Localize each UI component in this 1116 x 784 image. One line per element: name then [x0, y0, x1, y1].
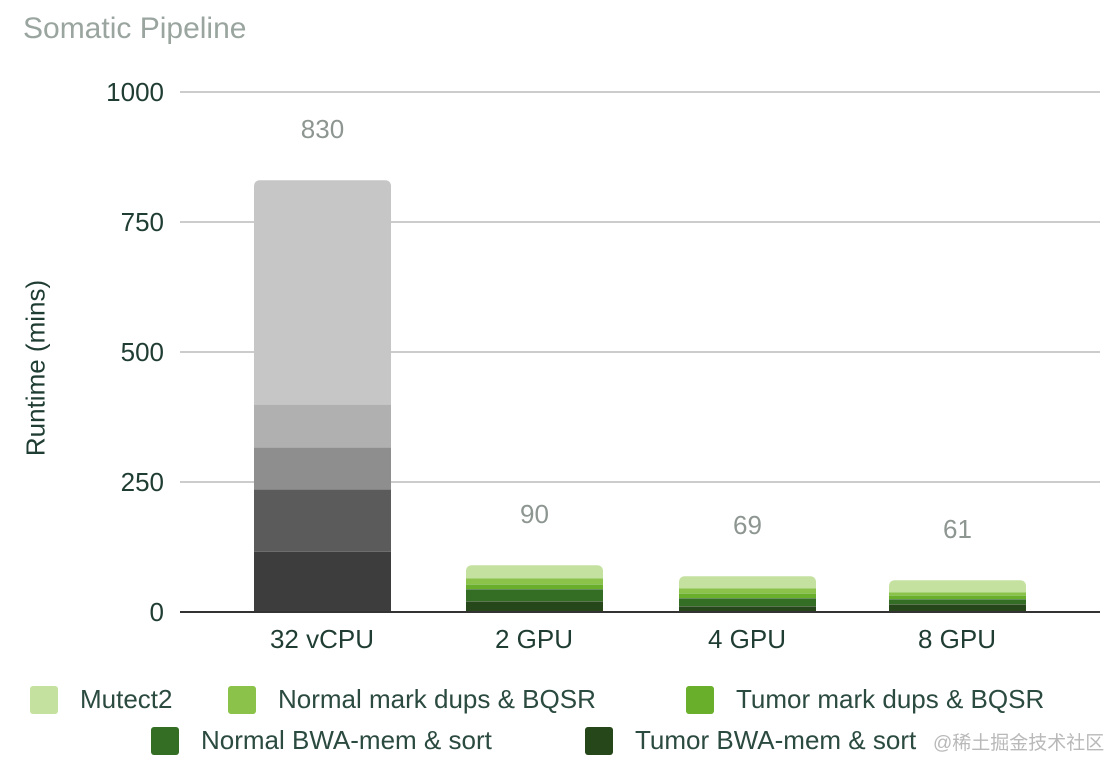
legend-label: Tumor BWA-mem & sort [635, 725, 917, 755]
bar-segment[interactable] [466, 565, 603, 578]
y-tick-500: 500 [120, 337, 164, 367]
bar-segment[interactable] [254, 551, 391, 612]
legend-label: Tumor mark dups & BQSR [736, 684, 1045, 714]
legend-swatch-icon [686, 685, 714, 714]
y-tick-750: 750 [120, 207, 164, 237]
legend-label: Normal BWA-mem & sort [201, 725, 492, 755]
bar-segment[interactable] [466, 589, 603, 602]
bar-segment[interactable] [466, 577, 603, 584]
legend-item-normal-mark-dups[interactable]: Normal mark dups & BQSR [228, 684, 596, 715]
bar-segment[interactable] [679, 576, 816, 589]
y-tick-250: 250 [120, 467, 164, 497]
bar-2-gpu[interactable] [466, 565, 603, 612]
legend-item-tumor-mark-dups[interactable]: Tumor mark dups & BQSR [686, 684, 1044, 715]
bar-segment[interactable] [466, 601, 603, 612]
y-tick-0: 0 [149, 597, 164, 627]
legend-label: Normal mark dups & BQSR [278, 684, 596, 714]
gridline-1000 [180, 91, 1100, 93]
bar-4-gpu[interactable] [679, 576, 816, 612]
legend-item-mutect2[interactable]: Mutect2 [30, 684, 173, 715]
legend-item-tumor-bwa[interactable]: Tumor BWA-mem & sort [585, 725, 916, 756]
bar-segment[interactable] [254, 446, 391, 489]
legend-swatch-icon [585, 726, 613, 755]
chart-title: Somatic Pipeline [23, 12, 247, 45]
x-tick-32-vcpu: 32 vCPU [269, 624, 375, 654]
x-tick-4-gpu: 4 GPU [707, 624, 787, 654]
gridline-250 [180, 481, 1100, 483]
legend-swatch-icon [228, 685, 256, 714]
bar-segment[interactable] [466, 583, 603, 590]
watermark: @稀土掘金技术社区 [933, 733, 1105, 754]
legend-swatch-icon [30, 685, 58, 714]
bar-segment[interactable] [889, 594, 1026, 599]
bar-32-vcpu[interactable] [254, 180, 391, 612]
bar-segment[interactable] [679, 592, 816, 598]
legend-label: Mutect2 [80, 684, 173, 714]
bar-segment[interactable] [254, 180, 391, 405]
bar-segment[interactable] [254, 404, 391, 447]
legend-item-normal-bwa[interactable]: Normal BWA-mem & sort [151, 725, 492, 756]
bar-segment[interactable] [679, 597, 816, 606]
y-tick-1000: 1000 [106, 77, 164, 107]
total-label-32-vcpu: 830 [300, 114, 345, 145]
x-tick-2-gpu: 2 GPU [494, 624, 574, 654]
total-label-4-gpu: 69 [733, 510, 762, 541]
bar-segment[interactable] [679, 588, 816, 593]
bar-segment[interactable] [254, 488, 391, 552]
total-label-2-gpu: 90 [520, 499, 549, 530]
gridline-750 [180, 221, 1100, 223]
x-axis-baseline [180, 611, 1100, 613]
bar-segment[interactable] [679, 605, 816, 612]
bar-segment[interactable] [889, 591, 1026, 595]
gridline-500 [180, 351, 1100, 353]
bar-8-gpu[interactable] [889, 580, 1026, 612]
legend-swatch-icon [151, 726, 179, 755]
x-tick-8-gpu: 8 GPU [917, 624, 997, 654]
y-axis-label: Runtime (mins) [20, 279, 51, 457]
total-label-8-gpu: 61 [943, 514, 972, 545]
bar-segment[interactable] [889, 580, 1026, 592]
bar-segment[interactable] [889, 599, 1026, 605]
bar-segment[interactable] [889, 604, 1026, 612]
